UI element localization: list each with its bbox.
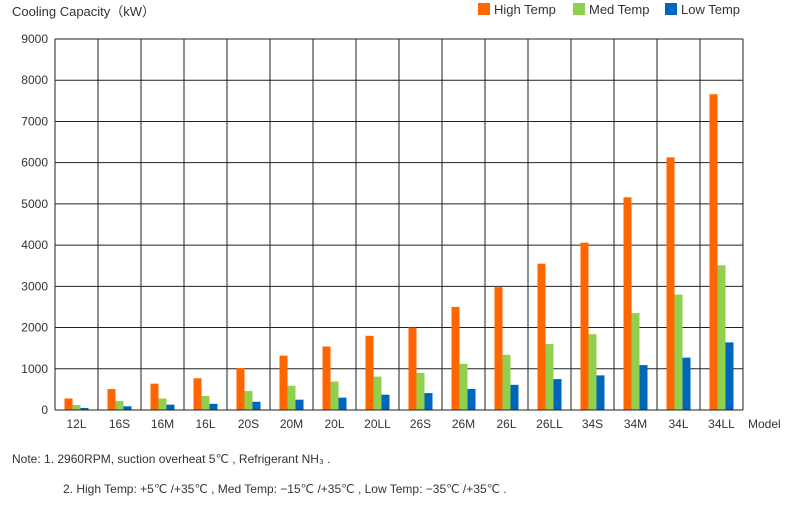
legend-swatch (573, 3, 585, 15)
x-axis-label: Model (748, 417, 781, 431)
bar-high-temp-26ll (537, 263, 546, 410)
x-tick-label: 34L (668, 417, 688, 431)
note-line-1: Note: 1. 2960RPM, suction overheat 5℃ , … (12, 452, 331, 466)
bar-med-temp-26l (502, 354, 511, 410)
x-tick-label: 20LL (364, 417, 391, 431)
bar-low-temp-20ll (381, 394, 390, 410)
y-tick-label: 9000 (21, 32, 48, 46)
bar-med-temp-20l (330, 381, 339, 410)
bar-high-temp-20l (322, 346, 331, 410)
bar-high-temp-20s (236, 367, 245, 410)
bar-med-temp-34ll (717, 265, 726, 410)
legend-label: Med Temp (589, 2, 649, 17)
x-tick-label: 20S (238, 417, 259, 431)
bar-med-temp-16l (201, 395, 210, 410)
y-tick-label: 3000 (21, 279, 48, 293)
bar-med-temp-34l (674, 294, 683, 410)
bar-low-temp-20l (338, 397, 347, 410)
bar-med-temp-16s (115, 400, 124, 410)
x-tick-label: 16M (151, 417, 174, 431)
legend-swatch (478, 3, 490, 15)
bar-med-temp-20s (244, 391, 253, 410)
x-tick-label: 34M (624, 417, 647, 431)
bar-high-temp-26l (494, 287, 503, 410)
bar-high-temp-16l (193, 378, 202, 410)
bar-med-temp-12l (72, 405, 81, 410)
bar-high-temp-12l (64, 398, 73, 410)
x-tick-label: 26L (496, 417, 516, 431)
legend-label: Low Temp (681, 2, 740, 17)
axes (54, 39, 743, 411)
legend-swatch (665, 3, 677, 15)
bar-low-temp-34s (596, 375, 605, 410)
bar-med-temp-26m (459, 363, 468, 410)
legend: High Temp Med Temp Low Temp (478, 2, 740, 17)
y-tick-label: 2000 (21, 321, 48, 335)
x-tick-label: 20M (280, 417, 303, 431)
bar-high-temp-16s (107, 388, 116, 410)
bar-low-temp-26s (424, 393, 433, 410)
bar-high-temp-34ll (709, 94, 718, 410)
bar-low-temp-16s (123, 406, 132, 410)
y-tick-label: 4000 (21, 238, 48, 252)
x-tick-label: 26S (410, 417, 431, 431)
bar-low-temp-12l (80, 407, 89, 410)
note-line-2: 2. High Temp: +5℃ /+35℃ , Med Temp: −15℃… (63, 482, 507, 496)
y-tick-label: 0 (41, 403, 48, 417)
bar-med-temp-16m (158, 398, 167, 410)
bar-low-temp-16l (209, 403, 218, 410)
bar-chart: Cooling Capacity（kW） Model 0 1000 2000 3000… (12, 2, 781, 431)
bar-low-temp-26m (467, 388, 476, 410)
bar-low-temp-34ll (725, 342, 734, 410)
bar-med-temp-26s (416, 372, 425, 410)
x-tick-label: 26M (452, 417, 475, 431)
y-tick-label: 6000 (21, 156, 48, 170)
bar-med-temp-26ll (545, 344, 554, 410)
x-tick-label: 34LL (708, 417, 735, 431)
bar-high-temp-34s (580, 242, 589, 410)
y-tick-label: 5000 (21, 197, 48, 211)
bar-high-temp-34m (623, 197, 632, 410)
bar-low-temp-20s (252, 401, 261, 410)
grid (55, 38, 744, 410)
bar-low-temp-26ll (553, 379, 562, 410)
bar-high-temp-26m (451, 306, 460, 410)
bar-high-temp-20ll (365, 335, 374, 410)
y-tick-label: 7000 (21, 114, 48, 128)
legend-label: High Temp (494, 2, 556, 17)
x-tick-label: 34S (582, 417, 603, 431)
x-tick-label: 20L (324, 417, 344, 431)
bar-med-temp-20ll (373, 376, 382, 410)
bar-low-temp-16m (166, 404, 175, 410)
y-tick-label: 8000 (21, 73, 48, 87)
x-tick-label: 16L (195, 417, 215, 431)
bar-med-temp-20m (287, 385, 296, 410)
bar-low-temp-26l (510, 384, 519, 410)
y-tick-label: 1000 (21, 362, 48, 376)
bars (64, 94, 734, 410)
bar-med-temp-34m (631, 313, 640, 410)
bar-low-temp-20m (295, 399, 304, 410)
x-tick-label: 26LL (536, 417, 563, 431)
x-ticks: 12L 16S 16M 16L 20S 20M 20L 20LL 26S 26M 26L 26LL 34… (66, 417, 735, 431)
y-ticks: 0 1000 2000 3000 4000 5000 6000 7000 8000 9000 (21, 32, 48, 417)
bar-high-temp-20m (279, 355, 288, 410)
bar-high-temp-34l (666, 157, 675, 410)
bar-low-temp-34l (682, 357, 691, 410)
x-tick-label: 16S (109, 417, 130, 431)
bar-high-temp-16m (150, 383, 159, 410)
bar-high-temp-26s (408, 327, 417, 410)
x-tick-label: 12L (66, 417, 86, 431)
bar-med-temp-34s (588, 334, 597, 410)
y-axis-label: Cooling Capacity（kW） (12, 4, 155, 19)
bar-low-temp-34m (639, 365, 648, 410)
